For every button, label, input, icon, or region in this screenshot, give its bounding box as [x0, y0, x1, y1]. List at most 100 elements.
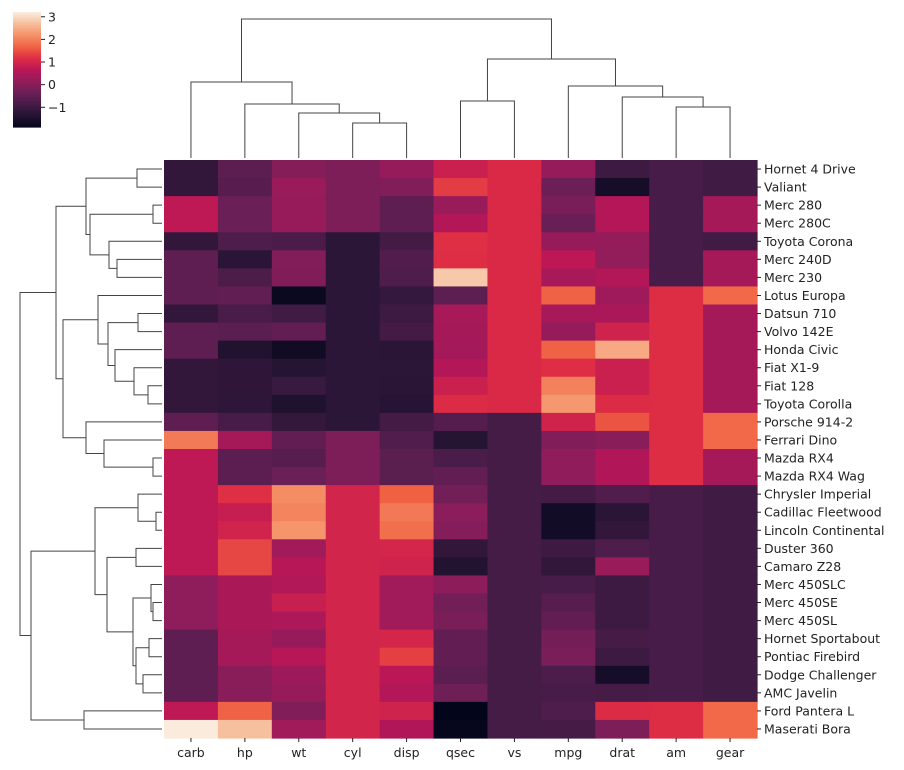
- heatmap-cell: [379, 557, 435, 577]
- colorbar-segment: [13, 85, 41, 88]
- colorbar-tick-label: 3: [48, 9, 56, 24]
- heatmap-cell: [649, 250, 704, 269]
- heatmap-cell: [595, 701, 650, 721]
- heatmap-cell: [487, 647, 542, 667]
- row-label: AMC Javelin: [764, 685, 837, 700]
- column-label: vs: [507, 745, 521, 760]
- heatmap-cell: [325, 647, 381, 667]
- colorbar-segment: [13, 63, 41, 66]
- heatmap-cell: [379, 232, 435, 251]
- row-label: Pontiac Firebird: [764, 649, 860, 664]
- heatmap-cell: [703, 629, 758, 649]
- heatmap-cell: [487, 394, 542, 414]
- dendrogram-link: [621, 96, 704, 158]
- heatmap-cell: [271, 322, 327, 342]
- colorbar-segment: [13, 69, 41, 72]
- row-label: Mazda RX4 Wag: [764, 469, 865, 484]
- heatmap-cell: [703, 430, 758, 450]
- colorbar-segment: [13, 12, 41, 15]
- heatmap-cell: [649, 358, 704, 378]
- heatmap-cell: [325, 503, 381, 522]
- row-label: Hornet Sportabout: [764, 631, 880, 646]
- heatmap-cell: [703, 683, 758, 703]
- heatmap-cell: [433, 232, 489, 251]
- heatmap-cell: [487, 521, 542, 540]
- heatmap-cell: [325, 358, 381, 378]
- heatmap-cell: [541, 539, 596, 558]
- heatmap-cell: [433, 575, 489, 595]
- heatmap-cell: [217, 304, 273, 324]
- row-labels: Hornet 4 Drive Valiant Merc 280 Merc 280C To…: [757, 162, 885, 736]
- heatmap-cell: [541, 593, 596, 613]
- heatmap-cell: [271, 683, 327, 703]
- heatmap-cell: [271, 250, 327, 269]
- heatmap-cell: [649, 575, 704, 595]
- dendrogram-link: [675, 106, 731, 158]
- heatmap-cell: [271, 629, 327, 649]
- heatmap-cell: [379, 412, 435, 432]
- heatmap-cell: [487, 629, 542, 649]
- heatmap-cell: [487, 593, 542, 613]
- heatmap-cell: [541, 449, 596, 468]
- colorbar-segment: [13, 72, 41, 75]
- row-label: Merc 450SE: [764, 595, 838, 610]
- heatmap-cells: [164, 160, 758, 739]
- heatmap-cell: [595, 430, 650, 450]
- heatmap-cell: [703, 521, 758, 540]
- heatmap-cell: [325, 665, 381, 685]
- colorbar-segment: [13, 93, 41, 96]
- heatmap-cell: [703, 196, 758, 215]
- dendrogram-link: [89, 213, 153, 256]
- dendrogram-link: [30, 550, 95, 721]
- heatmap-cell: [271, 611, 327, 631]
- heatmap-cell: [487, 160, 542, 179]
- colorbar-segment: [13, 22, 41, 25]
- heatmap-cell: [541, 467, 596, 486]
- heatmap-cell: [487, 286, 542, 306]
- dendrogram-link: [155, 511, 162, 531]
- row-label: Merc 450SL: [764, 613, 837, 628]
- colorbar-segment: [13, 24, 41, 27]
- heatmap-cell: [271, 665, 327, 685]
- heatmap-cell: [379, 665, 435, 685]
- heatmap-cell: [379, 701, 435, 721]
- heatmap-cell: [433, 430, 489, 450]
- heatmap-cell: [433, 322, 489, 342]
- heatmap-cell: [271, 358, 327, 378]
- heatmap-cell: [379, 250, 435, 269]
- heatmap-cell: [164, 701, 219, 721]
- heatmap-cell: [379, 268, 435, 288]
- heatmap-cell: [325, 593, 381, 613]
- heatmap-cell: [433, 178, 489, 197]
- heatmap-cell: [541, 250, 596, 269]
- heatmap-cell: [703, 232, 758, 251]
- heatmap-cell: [433, 701, 489, 721]
- colorbar-segment: [13, 43, 41, 46]
- colorbar-segment: [13, 83, 41, 86]
- heatmap-cell: [649, 449, 704, 468]
- heatmap-cell: [325, 214, 381, 233]
- colorbar-segment: [13, 104, 41, 107]
- dendrogram-link: [135, 547, 162, 567]
- heatmap-cell: [325, 557, 381, 577]
- heatmap-cell: [433, 214, 489, 233]
- dendrogram-link: [116, 258, 162, 278]
- colorbar-segment: [13, 112, 41, 115]
- colorbar-segment: [13, 17, 41, 20]
- row-label: Lotus Europa: [764, 288, 846, 303]
- heatmap-cell: [433, 665, 489, 685]
- colorbar-segment: [13, 96, 41, 99]
- heatmap-cell: [541, 611, 596, 631]
- heatmap-cell: [217, 485, 273, 504]
- heatmap-cell: [164, 665, 219, 685]
- heatmap-cell: [271, 521, 327, 540]
- heatmap-cell: [217, 611, 273, 631]
- heatmap-cell: [325, 160, 381, 179]
- dendrogram-link: [62, 319, 98, 439]
- colorbar-segment: [13, 119, 41, 122]
- heatmap-cell: [487, 467, 542, 486]
- heatmap-cell: [595, 539, 650, 558]
- heatmap-cell: [325, 196, 381, 215]
- heatmap-cell: [649, 268, 704, 288]
- heatmap-cell: [164, 430, 219, 450]
